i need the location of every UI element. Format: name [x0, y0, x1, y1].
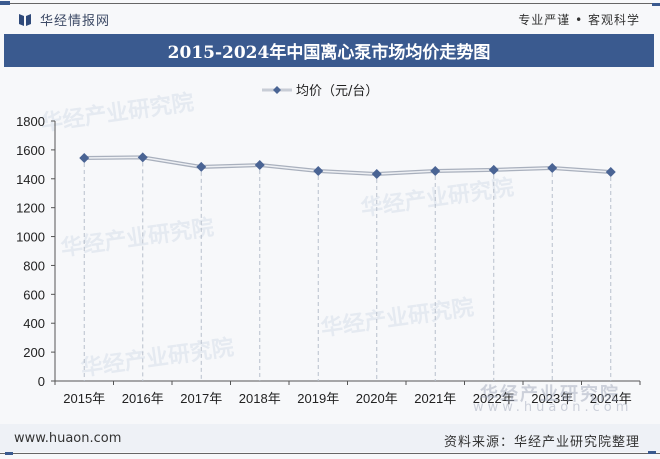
- footer-source: 资料来源：华经产业研究院整理: [443, 435, 640, 450]
- data-point-marker: [547, 162, 558, 173]
- x-tick-label: 2021年: [414, 391, 456, 406]
- y-tick-label: 1400: [16, 172, 45, 187]
- y-tick-label: 400: [23, 316, 45, 331]
- brand-logo-icon: [19, 13, 31, 26]
- top-rule-accent-right: [652, 3, 660, 6]
- legend: 均价（元/台）: [262, 80, 378, 99]
- y-tick-label: 800: [23, 258, 45, 273]
- slogan: 专业严谨 • 客观科学: [518, 13, 640, 27]
- series-line-outline: [84, 155, 611, 177]
- y-tick-label: 1800: [16, 114, 45, 129]
- data-point-marker: [430, 165, 441, 176]
- y-tick-label: 200: [23, 345, 45, 360]
- bottom-rule-accent: [5, 452, 13, 455]
- y-tick-label: 1600: [16, 143, 45, 158]
- brand-name: 华经情报网: [40, 14, 111, 29]
- data-point-marker: [137, 152, 148, 163]
- data-point-marker: [371, 169, 382, 180]
- y-tick-label: 1000: [16, 230, 45, 245]
- watermark-url: www.huaon.com: [473, 400, 633, 415]
- data-point-marker: [254, 160, 265, 171]
- x-tick-label: 2023年: [531, 391, 573, 406]
- x-tick-label: 2016年: [122, 391, 164, 406]
- chart-title: 2015-2024年中国离心泵市场均价走势图: [167, 43, 491, 63]
- line-chart: 0 200 400 600 800 1000 1200 1400 1600 1800 2015年 20…: [16, 114, 641, 406]
- x-tick-label: 2019年: [297, 391, 339, 406]
- data-point-marker: [196, 161, 207, 172]
- top-rule: [0, 3, 660, 4]
- watermark-logo-text: 华经产业研究院: [480, 384, 620, 405]
- footer: [0, 424, 660, 452]
- x-tick-label: 2022年: [473, 391, 515, 406]
- bottom-rule: [0, 453, 660, 454]
- data-point-marker: [605, 166, 616, 177]
- x-tick-label: 2017年: [180, 391, 222, 406]
- top-rule-accent: [0, 1, 10, 5]
- x-tick-label: 2024年: [590, 391, 632, 406]
- y-tick-label: 600: [23, 287, 45, 302]
- bottom-rule-accent-right: [648, 451, 656, 454]
- y-tick-label: 1200: [16, 201, 45, 216]
- data-point-marker: [488, 164, 499, 175]
- legend-label: 均价（元/台）: [296, 84, 379, 99]
- title-bar: 2015-2024年中国离心泵市场均价走势图: [4, 34, 654, 67]
- x-tick-label: 2015年: [63, 391, 105, 406]
- footer-url: www.huaon.com: [14, 431, 122, 446]
- x-tick-label: 2018年: [239, 391, 281, 406]
- series-line: [84, 156, 611, 175]
- y-tick-label: 0: [38, 374, 45, 389]
- brand: 华经情报网: [18, 10, 110, 29]
- data-point-marker: [79, 152, 90, 163]
- data-point-marker: [313, 165, 324, 176]
- x-tick-label: 2020年: [356, 391, 398, 406]
- legend-line-marker-icon: [262, 85, 292, 94]
